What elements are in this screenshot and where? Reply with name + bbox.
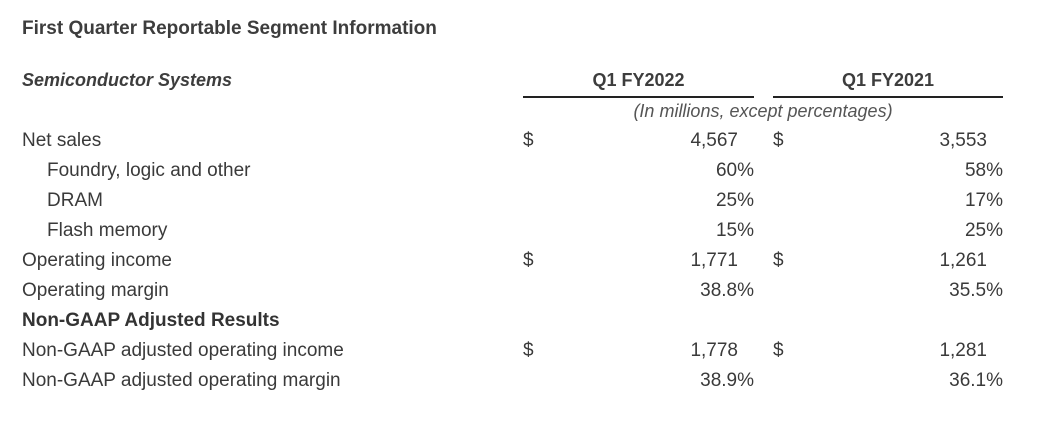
dollar-sign: $ bbox=[523, 340, 534, 361]
table-row-net-sales: Net sales $ 4,567 $ 3,553 bbox=[0, 128, 1053, 158]
table-row-dram: DRAM 25% 17% bbox=[0, 188, 1053, 218]
dollar-sign: $ bbox=[773, 130, 784, 151]
table-row-operating-income: Operating income $ 1,771 $ 1,261 bbox=[0, 248, 1053, 278]
value-q1-fy2022: 38.9% bbox=[700, 370, 754, 391]
table-row-foundry: Foundry, logic and other 60% 58% bbox=[0, 158, 1053, 188]
dollar-sign: $ bbox=[773, 340, 784, 361]
table-subheader-non-gaap: Non-GAAP Adjusted Results bbox=[0, 308, 1053, 338]
value-q1-fy2022: 25% bbox=[715, 190, 754, 211]
column-header-q1-fy2022: Q1 FY2022 bbox=[523, 70, 754, 98]
value-q1-fy2021: 36.1% bbox=[949, 370, 1003, 391]
units-note: (In millions, except percentages) bbox=[633, 101, 893, 121]
value-q1-fy2022: 1,771 bbox=[690, 250, 738, 271]
row-label: Net sales bbox=[22, 130, 102, 151]
value-q1-fy2021: 58% bbox=[964, 160, 1003, 181]
value-q1-fy2021: 35.5% bbox=[949, 280, 1003, 301]
value-q1-fy2021: 3,553 bbox=[939, 130, 987, 151]
row-label: Flash memory bbox=[47, 220, 168, 241]
dollar-sign: $ bbox=[523, 250, 534, 271]
table-row-flash-memory: Flash memory 15% 25% bbox=[0, 218, 1053, 248]
value-q1-fy2022: 1,778 bbox=[690, 340, 738, 361]
row-label: Operating income bbox=[22, 250, 172, 271]
value-q1-fy2022: 4,567 bbox=[690, 130, 738, 151]
row-label: Non-GAAP adjusted operating margin bbox=[22, 370, 341, 391]
table-row-non-gaap-operating-margin: Non-GAAP adjusted operating margin 38.9%… bbox=[0, 368, 1053, 398]
row-label: Foundry, logic and other bbox=[47, 160, 251, 181]
dollar-sign: $ bbox=[773, 250, 784, 271]
value-q1-fy2022: 60% bbox=[715, 160, 754, 181]
value-q1-fy2021: 17% bbox=[964, 190, 1003, 211]
value-q1-fy2022: 38.8% bbox=[700, 280, 754, 301]
value-q1-fy2021: 25% bbox=[964, 220, 1003, 241]
table-row-operating-margin: Operating margin 38.8% 35.5% bbox=[0, 278, 1053, 308]
dollar-sign: $ bbox=[523, 130, 534, 151]
segment-heading: Semiconductor Systems bbox=[22, 70, 233, 90]
value-q1-fy2021: 1,261 bbox=[939, 250, 987, 271]
page-title: First Quarter Reportable Segment Informa… bbox=[22, 18, 437, 39]
value-q1-fy2022: 15% bbox=[715, 220, 754, 241]
row-label: DRAM bbox=[47, 190, 103, 211]
column-header-q1-fy2021: Q1 FY2021 bbox=[773, 70, 1003, 98]
value-q1-fy2021: 1,281 bbox=[939, 340, 987, 361]
subheader-label: Non-GAAP Adjusted Results bbox=[22, 310, 280, 331]
row-label: Non-GAAP adjusted operating income bbox=[22, 340, 344, 361]
row-label: Operating margin bbox=[22, 280, 169, 301]
table-row-non-gaap-operating-income: Non-GAAP adjusted operating income $ 1,7… bbox=[0, 338, 1053, 368]
